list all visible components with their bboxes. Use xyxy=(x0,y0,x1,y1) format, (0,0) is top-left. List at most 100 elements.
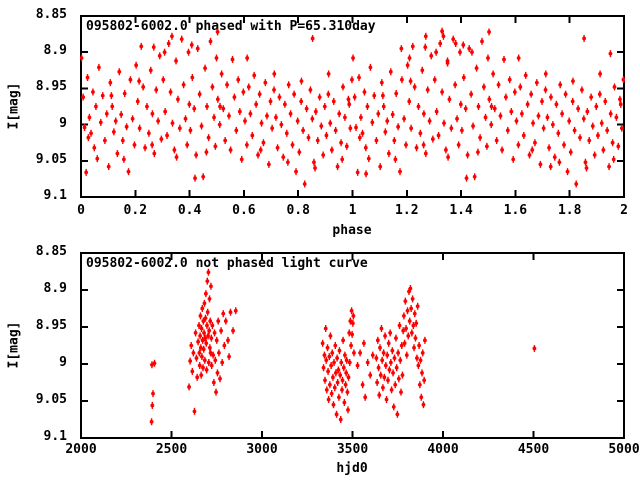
data-point xyxy=(474,66,479,71)
data-point xyxy=(206,270,211,275)
data-point xyxy=(404,353,409,358)
data-point xyxy=(396,351,401,355)
data-point xyxy=(341,365,346,370)
data-point xyxy=(331,99,336,104)
data-point xyxy=(358,351,363,355)
data-point xyxy=(492,106,497,111)
data-point xyxy=(254,102,259,107)
data-point xyxy=(365,104,370,109)
data-point xyxy=(509,109,514,114)
data-point xyxy=(423,45,428,50)
data-point xyxy=(248,111,253,116)
data-point xyxy=(491,72,496,76)
data-point xyxy=(86,135,91,140)
data-point xyxy=(476,150,480,155)
phased-scatter-plot xyxy=(80,15,625,198)
data-point xyxy=(366,156,371,161)
data-point xyxy=(560,111,564,116)
data-point xyxy=(221,106,226,111)
data-point xyxy=(336,368,341,372)
data-point xyxy=(333,128,338,133)
data-point xyxy=(394,365,399,370)
data-point xyxy=(374,138,379,143)
data-point xyxy=(195,46,200,51)
data-point xyxy=(204,368,209,372)
data-point xyxy=(421,142,426,147)
data-point xyxy=(467,46,472,51)
data-point xyxy=(342,115,347,120)
data-point xyxy=(432,77,437,82)
data-point xyxy=(210,85,215,89)
data-point xyxy=(557,160,562,165)
data-point xyxy=(420,68,425,73)
data-point xyxy=(292,92,297,97)
data-point xyxy=(85,75,90,80)
data-point xyxy=(511,157,516,162)
data-point xyxy=(268,99,273,104)
x-tick-label: 4500 xyxy=(517,442,550,457)
data-point xyxy=(610,140,615,145)
data-point xyxy=(578,135,582,140)
data-point xyxy=(596,133,600,138)
data-point xyxy=(226,338,230,343)
data-point xyxy=(342,400,347,405)
y-tick-label: 9.05 xyxy=(35,392,67,407)
data-point xyxy=(198,333,202,338)
data-point xyxy=(337,395,341,400)
data-point xyxy=(340,157,345,162)
data-point xyxy=(213,144,218,149)
data-point xyxy=(536,114,541,118)
data-point xyxy=(451,37,456,42)
data-point xyxy=(362,90,367,94)
data-point xyxy=(345,390,350,395)
data-point xyxy=(370,353,375,358)
data-point xyxy=(294,169,298,174)
data-point xyxy=(350,321,355,326)
data-point xyxy=(219,328,223,333)
y-tick-label: 9.1 xyxy=(43,188,67,203)
data-point xyxy=(392,138,397,143)
data-point xyxy=(376,365,381,370)
x-tick-label: 3500 xyxy=(336,442,369,457)
data-point xyxy=(486,56,490,60)
data-point xyxy=(453,41,458,46)
data-point xyxy=(572,128,577,133)
y-tick-label: 8.9 xyxy=(43,281,67,296)
data-point xyxy=(516,56,521,60)
data-point xyxy=(614,115,619,120)
data-point xyxy=(357,75,361,80)
data-point xyxy=(461,43,466,47)
data-point xyxy=(245,56,250,60)
data-point xyxy=(177,126,182,131)
data-point xyxy=(313,166,317,170)
data-point xyxy=(92,145,97,150)
data-point xyxy=(381,385,385,390)
data-point xyxy=(393,382,398,387)
data-point xyxy=(209,284,213,289)
data-point xyxy=(156,119,161,123)
data-point xyxy=(563,92,568,97)
data-point xyxy=(329,363,334,368)
data-point xyxy=(210,323,215,328)
data-point xyxy=(482,85,486,89)
data-point xyxy=(567,119,572,123)
data-point xyxy=(438,41,443,46)
data-point xyxy=(246,85,251,89)
data-point xyxy=(326,397,331,402)
data-point xyxy=(332,360,336,365)
data-point xyxy=(611,157,616,162)
data-point xyxy=(589,95,594,99)
data-point xyxy=(386,341,391,346)
data-point xyxy=(534,80,539,85)
data-point xyxy=(378,164,383,169)
data-point xyxy=(465,153,470,157)
data-point xyxy=(317,95,322,99)
data-point xyxy=(335,356,340,360)
data-point xyxy=(421,402,426,407)
data-point xyxy=(480,39,484,44)
data-point xyxy=(434,50,439,55)
data-point xyxy=(324,388,329,392)
data-point xyxy=(284,131,289,136)
data-point xyxy=(498,114,503,118)
data-point xyxy=(165,133,169,138)
